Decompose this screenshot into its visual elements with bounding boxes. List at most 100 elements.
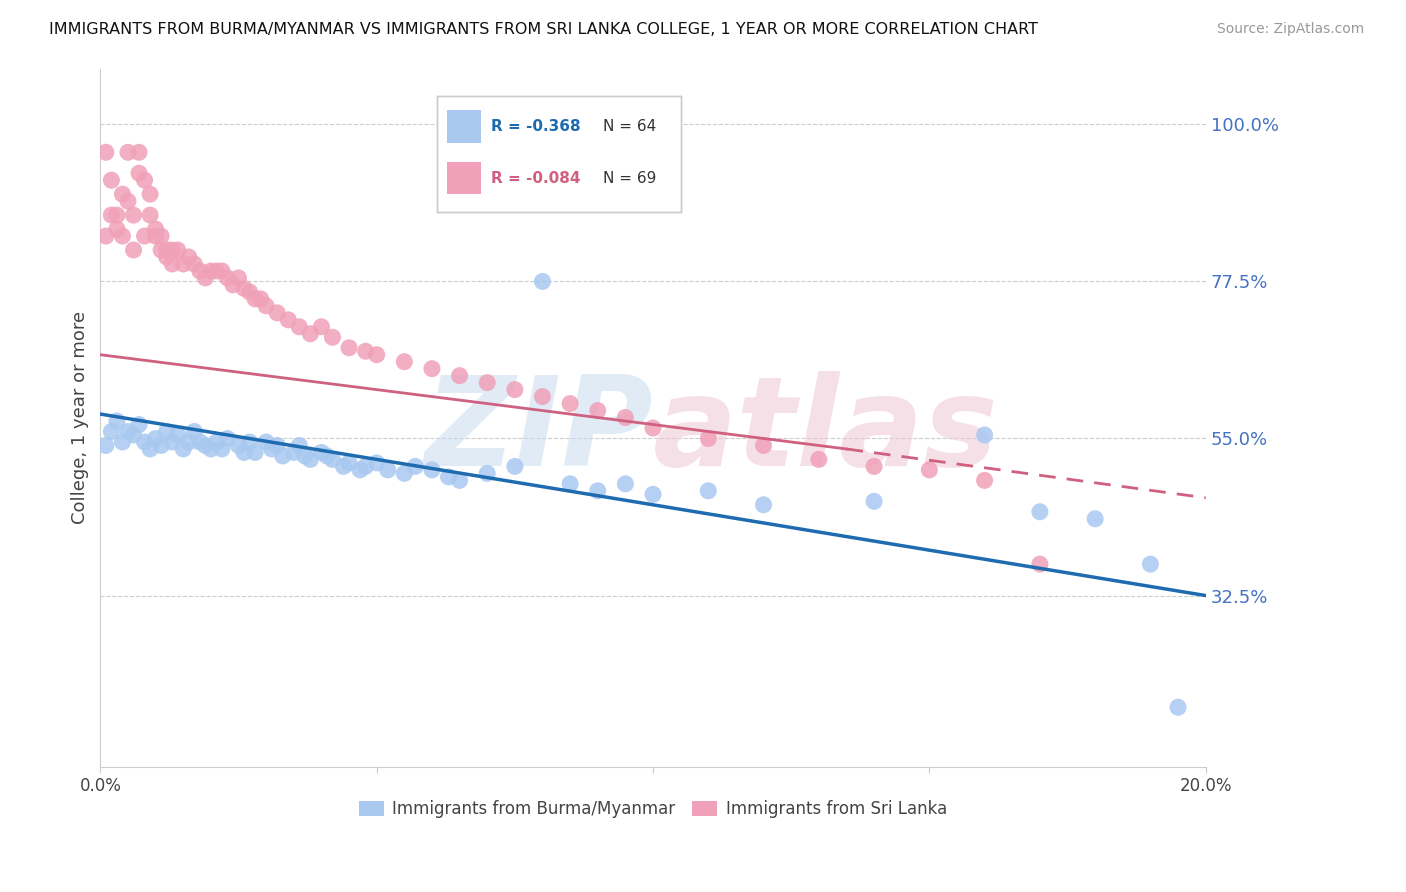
Point (531, 390, 554, 404)
Point (222, 277, 245, 292)
Point (243, 445, 266, 459)
Point (641, 487, 664, 501)
Point (503, 383, 526, 397)
Point (200, 264, 222, 278)
Point (205, 434, 228, 449)
Point (863, 459, 886, 474)
Point (254, 434, 277, 449)
Point (614, 476, 637, 491)
Point (299, 326, 322, 341)
Point (311, 319, 333, 334)
Point (111, 434, 134, 449)
Point (94, 229, 117, 244)
Point (586, 403, 609, 417)
Point (266, 306, 288, 320)
Point (288, 319, 311, 334)
Point (337, 341, 360, 355)
Point (503, 459, 526, 474)
Point (311, 445, 333, 459)
Point (156, 250, 179, 264)
Point (1139, 557, 1161, 571)
Point (145, 229, 167, 244)
Point (366, 456, 388, 470)
Point (249, 292, 271, 306)
Point (918, 463, 941, 477)
Point (697, 432, 720, 446)
Point (807, 452, 830, 467)
Point (420, 463, 443, 477)
Point (150, 229, 173, 244)
Point (172, 257, 194, 271)
Point (166, 428, 188, 442)
Point (321, 452, 343, 467)
Point (139, 208, 162, 222)
Point (752, 498, 775, 512)
Point (128, 166, 150, 180)
Point (100, 208, 122, 222)
Point (128, 145, 150, 160)
Point (283, 445, 305, 459)
Point (134, 173, 156, 187)
Point (94, 438, 117, 452)
Point (254, 299, 277, 313)
Point (277, 313, 299, 327)
Point (145, 432, 167, 446)
Point (260, 442, 283, 456)
Point (117, 425, 139, 439)
Point (117, 194, 139, 209)
Point (105, 208, 128, 222)
Point (973, 428, 995, 442)
Point (134, 229, 156, 244)
Point (614, 410, 637, 425)
Text: atlas: atlas (652, 371, 998, 492)
Point (558, 396, 581, 410)
Point (243, 292, 266, 306)
Point (194, 438, 217, 452)
Point (1029, 557, 1052, 571)
Point (160, 434, 183, 449)
Point (233, 281, 256, 295)
Point (233, 445, 256, 459)
Point (332, 459, 354, 474)
Point (752, 438, 775, 452)
Point (477, 376, 499, 390)
Point (217, 271, 239, 285)
Point (200, 442, 222, 456)
Point (477, 467, 499, 481)
Point (394, 467, 416, 481)
Text: Source: ZipAtlas.com: Source: ZipAtlas.com (1216, 22, 1364, 37)
Point (188, 434, 211, 449)
Point (228, 438, 250, 452)
Point (239, 285, 262, 299)
Point (697, 483, 720, 498)
Point (217, 432, 239, 446)
Point (558, 476, 581, 491)
Point (266, 438, 288, 452)
Point (139, 187, 162, 202)
Point (294, 449, 316, 463)
Point (349, 463, 371, 477)
Point (641, 421, 664, 435)
Point (156, 425, 179, 439)
Point (188, 264, 211, 278)
Point (172, 442, 194, 456)
Point (973, 474, 995, 488)
Point (1084, 512, 1107, 526)
Point (239, 434, 262, 449)
Point (183, 257, 205, 271)
Point (531, 274, 554, 288)
Point (111, 229, 134, 244)
Point (128, 417, 150, 432)
Point (863, 494, 886, 508)
Point (449, 474, 471, 488)
Point (299, 452, 322, 467)
Point (122, 208, 145, 222)
Point (183, 425, 205, 439)
Point (354, 459, 377, 474)
Point (337, 456, 360, 470)
Point (394, 354, 416, 368)
Point (437, 470, 460, 484)
Point (150, 243, 173, 257)
Point (122, 428, 145, 442)
Point (586, 483, 609, 498)
